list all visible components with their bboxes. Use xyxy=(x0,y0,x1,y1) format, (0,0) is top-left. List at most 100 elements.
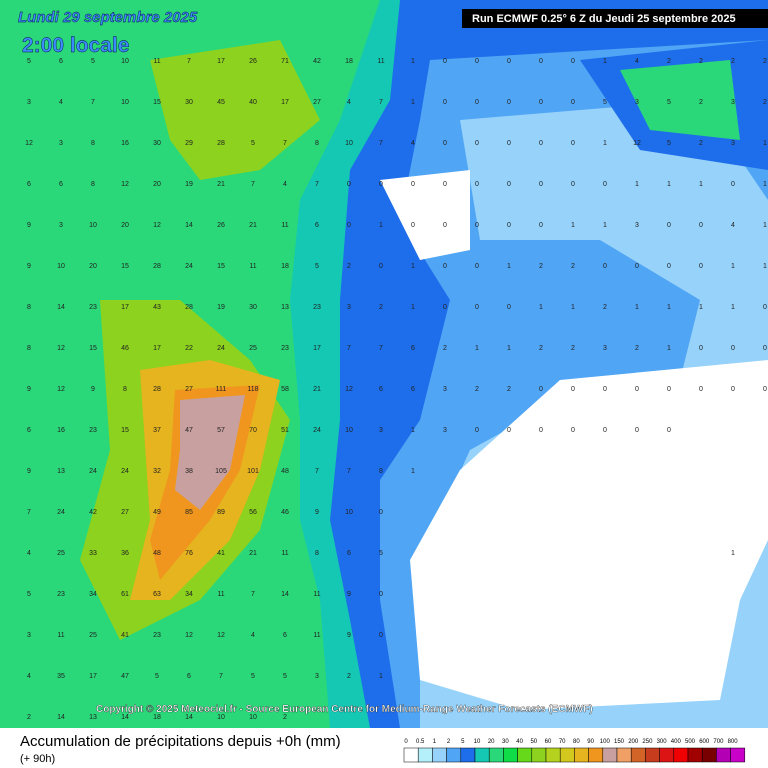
grid-value: 32 xyxy=(153,468,161,475)
legend-swatch xyxy=(602,747,618,763)
grid-value: 0 xyxy=(539,58,543,65)
grid-value: 16 xyxy=(57,427,65,434)
grid-value: 11 xyxy=(313,591,320,598)
grid-value: 2 xyxy=(763,58,767,65)
grid-value: 1 xyxy=(379,222,383,229)
legend-title: Accumulation de précipitations depuis +0… xyxy=(20,733,341,750)
grid-value: 14 xyxy=(57,714,65,721)
grid-value: 23 xyxy=(57,591,65,598)
area-north-yg xyxy=(150,40,320,180)
legend-label: 400 xyxy=(671,739,682,745)
grid-value: 0 xyxy=(507,99,511,106)
grid-value: 25 xyxy=(57,550,65,557)
grid-value: 11 xyxy=(153,58,160,65)
grid-value: 11 xyxy=(281,550,288,557)
grid-value: 21 xyxy=(217,181,225,188)
grid-value: 9 xyxy=(27,222,31,229)
grid-value: 6 xyxy=(27,427,31,434)
grid-value: 3 xyxy=(59,222,63,229)
grid-value: 7 xyxy=(379,345,383,352)
grid-value: 1 xyxy=(667,304,671,311)
legend-label: 20 xyxy=(488,739,495,745)
grid-value: 10 xyxy=(217,714,225,721)
grid-value: 111 xyxy=(216,386,227,393)
grid-value: 5 xyxy=(155,673,159,680)
grid-value: 46 xyxy=(281,509,289,516)
grid-value: 3 xyxy=(443,386,447,393)
grid-value: 7 xyxy=(187,58,191,65)
legend-label: 300 xyxy=(657,739,668,745)
grid-value: 1 xyxy=(411,468,415,475)
grid-value: 10 xyxy=(89,222,97,229)
forecast-date: Lundi 29 septembre 2025 xyxy=(18,9,198,26)
grid-value: 9 xyxy=(27,468,31,475)
grid-value: 8 xyxy=(315,140,319,147)
run-info: Run ECMWF 0.25° 6 Z du Jeudi 25 septembr… xyxy=(472,13,736,25)
grid-value: 18 xyxy=(345,58,353,65)
grid-value: 20 xyxy=(153,181,161,188)
grid-value: 85 xyxy=(185,509,193,516)
grid-value: 70 xyxy=(249,427,257,434)
grid-value: 5 xyxy=(251,140,255,147)
grid-value: 9 xyxy=(347,632,351,639)
grid-value: 2 xyxy=(667,58,671,65)
grid-value: 0 xyxy=(475,181,479,188)
grid-value: 0 xyxy=(379,591,383,598)
legend-swatch xyxy=(403,747,419,763)
grid-value: 3 xyxy=(635,222,639,229)
grid-value: 10 xyxy=(121,99,129,106)
grid-value: 7 xyxy=(219,673,223,680)
grid-value: 0 xyxy=(603,386,607,393)
grid-value: 2 xyxy=(283,714,287,721)
grid-value: 12 xyxy=(633,140,641,147)
grid-value: 0 xyxy=(475,58,479,65)
grid-value: 49 xyxy=(153,509,161,516)
grid-value: 21 xyxy=(313,386,321,393)
grid-value: 14 xyxy=(185,222,193,229)
grid-value: 15 xyxy=(121,263,129,270)
grid-value: 27 xyxy=(185,386,193,393)
grid-value: 0 xyxy=(539,386,543,393)
legend-swatch xyxy=(645,747,660,763)
grid-value: 10 xyxy=(345,427,353,434)
grid-value: 0 xyxy=(699,386,703,393)
grid-value: 0 xyxy=(667,263,671,270)
grid-value: 6 xyxy=(411,386,415,393)
grid-value: 7 xyxy=(91,99,95,106)
grid-value: 101 xyxy=(247,468,259,475)
legend-label: 0.5 xyxy=(416,739,425,745)
grid-value: 38 xyxy=(185,468,193,475)
legend-swatch xyxy=(616,747,632,763)
grid-value: 27 xyxy=(121,509,129,516)
grid-value: 29 xyxy=(185,140,193,147)
grid-value: 37 xyxy=(153,427,161,434)
grid-value: 2 xyxy=(475,386,479,393)
grid-value: 26 xyxy=(249,58,257,65)
grid-value: 8 xyxy=(315,550,319,557)
grid-value: 0 xyxy=(539,99,543,106)
lead-time: (+ 90h) xyxy=(20,753,55,765)
grid-value: 12 xyxy=(121,181,129,188)
grid-value: 23 xyxy=(281,345,289,352)
grid-value: 4 xyxy=(731,222,735,229)
legend-label: 70 xyxy=(559,739,566,745)
grid-value: 0 xyxy=(507,427,511,434)
grid-value: 1 xyxy=(411,58,415,65)
grid-value: 13 xyxy=(57,468,65,475)
grid-value: 48 xyxy=(153,550,161,557)
grid-value: 0 xyxy=(443,304,447,311)
grid-value: 63 xyxy=(153,591,161,598)
grid-value: 7 xyxy=(379,99,383,106)
grid-value: 2 xyxy=(443,345,447,352)
grid-value: 4 xyxy=(283,181,287,188)
legend-label: 200 xyxy=(628,739,639,745)
grid-value: 0 xyxy=(571,386,575,393)
grid-value: 24 xyxy=(57,509,65,516)
grid-value: 1 xyxy=(699,304,703,311)
legend-swatch xyxy=(673,747,689,763)
legend-label: 600 xyxy=(699,739,710,745)
grid-value: 10 xyxy=(57,263,65,270)
copyright: Copyright © 2025 Meteociel.fr - Source E… xyxy=(96,704,593,715)
legend-swatch xyxy=(630,747,646,763)
grid-value: 7 xyxy=(347,468,351,475)
